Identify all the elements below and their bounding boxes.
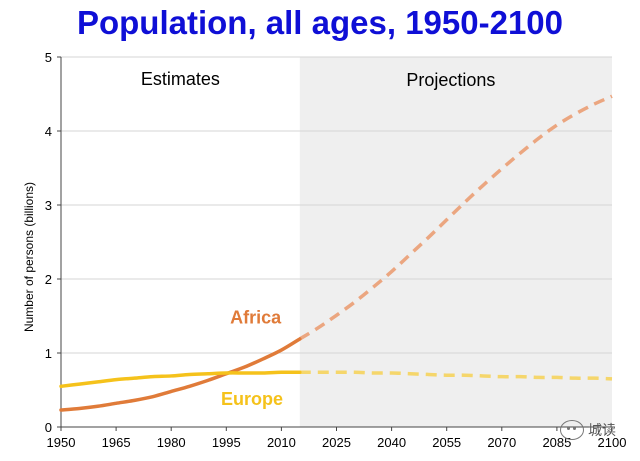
- chat-bubble-icon: [560, 420, 584, 440]
- watermark-text: 城读: [588, 423, 616, 439]
- y-tick-label: 0: [45, 420, 52, 435]
- estimates-label: Estimates: [141, 69, 220, 89]
- x-tick-label: 2025: [322, 435, 351, 450]
- x-tick-label: 1950: [47, 435, 76, 450]
- y-tick-label: 2: [45, 272, 52, 287]
- x-tick-label: 1980: [157, 435, 186, 450]
- africa-series-label: Africa: [230, 307, 282, 327]
- x-tick-label: 2085: [542, 435, 571, 450]
- x-tick-label: 1965: [102, 435, 131, 450]
- europe-projection-line: [299, 370, 613, 381]
- x-tick-label: 2040: [377, 435, 406, 450]
- series-lines: [59, 94, 613, 412]
- y-tick-label: 5: [45, 50, 52, 65]
- y-tick-label: 4: [45, 124, 52, 139]
- x-tick-label: 1995: [212, 435, 241, 450]
- x-tick-label: 2070: [487, 435, 516, 450]
- y-axis-label: Number of persons (billions): [22, 182, 36, 332]
- x-tick-label: 2010: [267, 435, 296, 450]
- x-tick-label: 2055: [432, 435, 461, 450]
- watermark: 城读: [560, 420, 616, 440]
- europe-estimate-line: [59, 370, 302, 389]
- text-labels: 0 1 2 3 4 5 1950 1965 1980 1995 2010 2025 2040 2055 20…: [22, 50, 626, 450]
- axes: [57, 56, 613, 431]
- chart-title: Population, all ages, 1950-2100: [76, 4, 564, 41]
- x-tick-label: 2100: [598, 435, 627, 450]
- y-tick-label: 3: [45, 198, 52, 213]
- projection-region: [299, 57, 612, 427]
- y-tick-label: 1: [45, 346, 52, 361]
- africa-estimate-line: [59, 337, 302, 412]
- gridlines: [61, 56, 612, 354]
- europe-series-label: Europe: [221, 389, 283, 409]
- projections-label: Projections: [406, 70, 495, 90]
- africa-projection-line: [298, 94, 613, 341]
